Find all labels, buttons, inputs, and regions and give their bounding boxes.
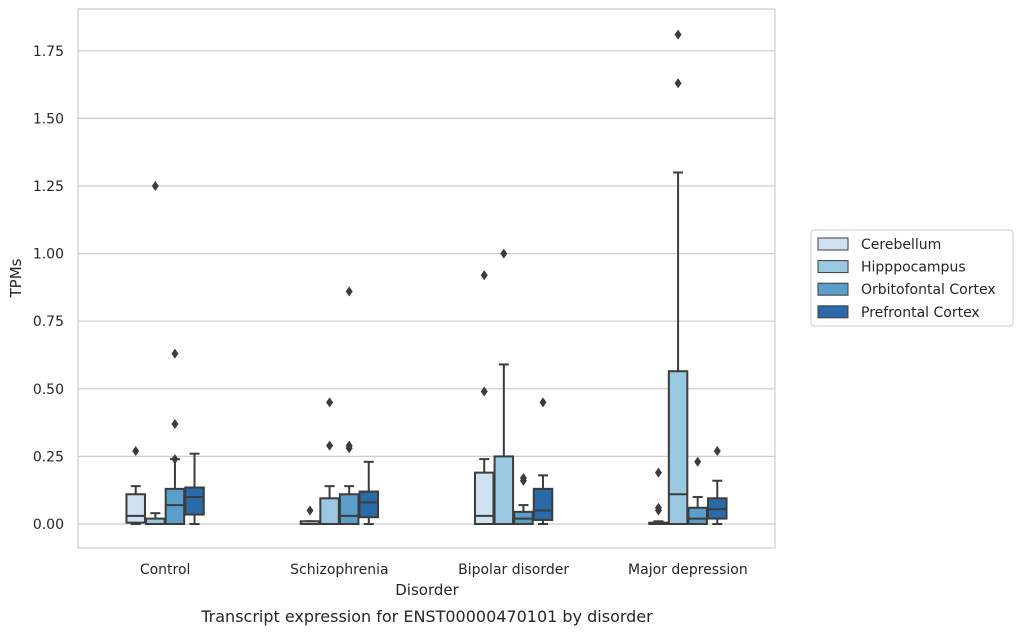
series-group xyxy=(145,29,689,526)
box-plot-item xyxy=(513,473,534,526)
outlier-point xyxy=(519,473,527,484)
box-plot-item xyxy=(648,467,669,526)
y-tick-label: 1.50 xyxy=(33,111,64,127)
outlier-point xyxy=(713,445,721,456)
box-plot-item xyxy=(687,456,708,525)
y-tick-label: 0.25 xyxy=(33,449,64,465)
x-axis-ticks: Control Schizophrenia Bipolar disorder Majo… xyxy=(140,562,748,578)
x-tick-label: Schizophrenia xyxy=(290,562,388,578)
outlier-point xyxy=(326,397,334,408)
y-tick-label: 0.50 xyxy=(33,382,64,398)
outlier-point xyxy=(480,386,488,397)
outlier-point xyxy=(674,29,682,40)
legend-frame xyxy=(810,229,1014,327)
box-iqr xyxy=(319,497,340,526)
y-tick-label: 0.75 xyxy=(33,314,64,330)
legend-swatch xyxy=(817,260,849,274)
y-tick-label: 1.25 xyxy=(33,179,64,195)
x-axis-label: Disorder xyxy=(395,581,459,599)
outlier-point xyxy=(480,270,488,281)
box-iqr xyxy=(338,493,360,526)
box-plot-item xyxy=(145,181,166,525)
box-iqr xyxy=(473,471,495,525)
box-plot-item xyxy=(125,445,146,525)
x-tick-label: Major depression xyxy=(628,562,748,578)
outlier-point xyxy=(500,248,508,259)
outlier-point xyxy=(151,181,159,191)
outlier-point xyxy=(694,456,702,467)
box-plot-item xyxy=(473,270,495,525)
outlier-point xyxy=(345,440,353,451)
box-iqr xyxy=(358,490,380,519)
y-axis-label: TPMs xyxy=(7,258,25,298)
box-iqr xyxy=(493,455,515,525)
box-iqr xyxy=(125,493,146,524)
legend-swatch xyxy=(817,305,849,319)
legend-label: Orbitofontal Cortex xyxy=(861,282,996,298)
box-iqr xyxy=(184,486,205,516)
outlier-point xyxy=(132,445,140,456)
outlier-point xyxy=(345,286,353,297)
box-plot-item xyxy=(338,286,360,526)
legend-swatch xyxy=(817,237,849,251)
box-plot-item xyxy=(532,397,554,525)
outlier-point xyxy=(674,78,682,89)
series-group xyxy=(184,397,728,525)
y-tick-label: 1.00 xyxy=(33,247,64,263)
y-tick-label: 1.75 xyxy=(33,44,64,60)
box-plot-item xyxy=(667,29,689,525)
legend-label: Prefrontal Cortex xyxy=(861,305,980,321)
outlier-point xyxy=(539,397,547,408)
legend-label: Hipppocampus xyxy=(861,260,966,276)
series-group xyxy=(125,270,669,526)
outlier-point xyxy=(171,348,179,359)
box-plot-item xyxy=(707,445,728,525)
box-plot-item xyxy=(319,397,340,526)
x-tick-label: Control xyxy=(140,562,191,578)
box-iqr xyxy=(667,370,689,525)
box-plot-item xyxy=(299,505,321,526)
plot-frame xyxy=(77,8,776,549)
box-plot-item xyxy=(184,452,205,525)
box-iqr xyxy=(687,506,708,525)
legend: Cerebellum Hipppocampus Orbitofontal Corte… xyxy=(810,229,1014,327)
y-tick-label: 0.00 xyxy=(33,517,64,533)
box-plot-item xyxy=(358,460,380,525)
y-axis-ticks: 0.00 0.25 0.50 0.75 1.00 1.25 1.50 1.75 xyxy=(33,44,64,533)
box-plot-item xyxy=(493,248,515,525)
box-series xyxy=(125,29,728,526)
x-tick-label: Bipolar disorder xyxy=(458,562,569,578)
outlier-point xyxy=(654,502,662,513)
box-iqr xyxy=(532,487,554,521)
outlier-point xyxy=(171,418,179,429)
box-plot-item xyxy=(164,348,186,525)
outlier-point xyxy=(171,454,179,465)
outlier-point xyxy=(306,505,314,516)
outlier-point xyxy=(654,467,662,478)
chart-caption: Transcript expression for ENST0000047010… xyxy=(200,607,653,626)
outlier-point xyxy=(326,440,334,451)
box-iqr xyxy=(164,487,186,525)
series-group xyxy=(164,286,708,526)
legend-swatch xyxy=(817,282,849,296)
legend-label: Cerebellum xyxy=(861,237,941,253)
